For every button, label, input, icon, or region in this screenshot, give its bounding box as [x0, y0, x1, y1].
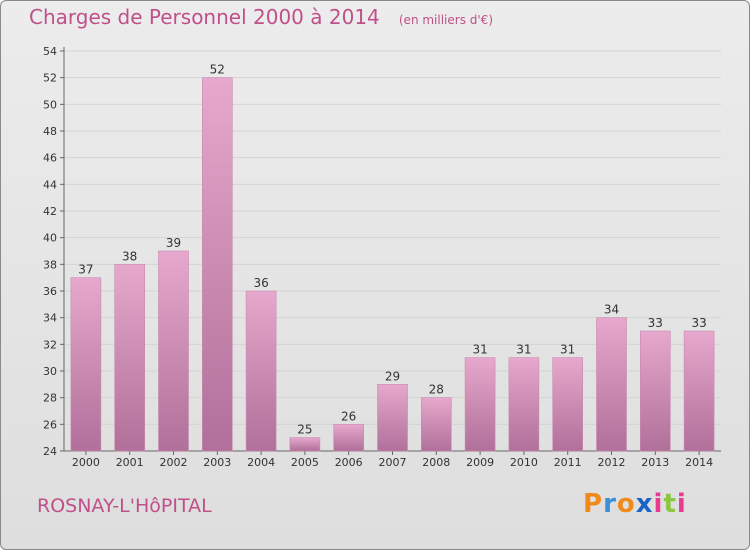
x-tick-label: 2000: [72, 456, 100, 469]
data-labels: 37 38 39 52 36 25 26 29 28 31 31 31 34 33 33: [78, 63, 706, 437]
y-tick-label: 26: [43, 418, 57, 431]
chart-subtitle: (en milliers d'€): [398, 13, 493, 27]
x-tick-label: 2003: [203, 456, 231, 469]
bar-2012: [596, 317, 627, 452]
brand-letter: x: [635, 489, 654, 519]
y-tick-label: 38: [43, 258, 57, 271]
y-tick-label: 44: [43, 178, 57, 191]
data-label: 31: [560, 343, 575, 357]
bar-2009: [464, 357, 496, 452]
y-tick-label: 48: [43, 125, 57, 138]
y-tick-label: 52: [43, 72, 57, 85]
x-tick-label: 2008: [422, 456, 450, 469]
chart-title: Charges de Personnel 2000 à 2014: [29, 5, 380, 29]
bar-2006: [333, 424, 365, 452]
bar-2007: [377, 384, 408, 452]
y-tick-label: 34: [43, 312, 57, 325]
bar-2003: [202, 77, 233, 452]
brand-letter: o: [616, 489, 636, 519]
y-tick-label: 36: [43, 285, 57, 298]
y-tick-label: 42: [43, 205, 57, 218]
brand-letter: P: [583, 489, 604, 519]
bar-2000: [70, 277, 102, 452]
x-tick-label: 2011: [554, 456, 582, 469]
x-tick-label: 2013: [641, 456, 669, 469]
bar-2001: [114, 264, 145, 452]
y-tick-label: 24: [43, 445, 57, 458]
data-label: 34: [604, 303, 619, 317]
brand-letter: t: [663, 489, 677, 519]
x-tick-label: 2002: [160, 456, 188, 469]
x-tick-label: 2005: [291, 456, 319, 469]
x-tick-label: 2010: [510, 456, 538, 469]
brand-letter: r: [603, 489, 617, 519]
x-tick-label: 2014: [685, 456, 713, 469]
data-label: 52: [210, 63, 225, 77]
bar-2014: [683, 330, 715, 452]
bar-2004: [245, 290, 277, 452]
data-label: 25: [297, 423, 312, 437]
title-row: Charges de Personnel 2000 à 2014 (en mil…: [29, 5, 493, 29]
data-label: 28: [429, 383, 444, 397]
data-label: 31: [472, 343, 487, 357]
brand-letter: i: [676, 489, 687, 519]
bars: [70, 77, 715, 452]
data-label: 33: [691, 316, 706, 330]
x-tick-label: 2006: [335, 456, 363, 469]
y-tick-label: 46: [43, 152, 57, 165]
brand-logo[interactable]: Proxiti: [583, 489, 687, 519]
x-tick-label: 2009: [466, 456, 494, 469]
town-name: ROSNAY-L'HôPITAL: [37, 495, 212, 517]
y-tick-label: 28: [43, 392, 57, 405]
x-tick-label: 2007: [379, 456, 407, 469]
data-label: 36: [253, 276, 268, 290]
data-label: 29: [385, 369, 400, 383]
data-label: 39: [166, 236, 181, 250]
bar-2013: [639, 330, 671, 452]
y-tick-label: 40: [43, 232, 57, 245]
bar-2005: [289, 437, 321, 452]
x-tick-label: 2004: [247, 456, 275, 469]
y-tick-label: 30: [43, 365, 57, 378]
data-label: 37: [78, 263, 93, 277]
data-label: 31: [516, 343, 531, 357]
x-tick-label: 2012: [598, 456, 626, 469]
y-tick-label: 54: [43, 45, 57, 58]
x-tick-label: 2001: [116, 456, 144, 469]
bar-2002: [158, 250, 189, 452]
data-label: 26: [341, 409, 356, 423]
brand-letter: i: [653, 489, 664, 519]
data-label: 33: [648, 316, 663, 330]
bar-2008: [420, 397, 452, 452]
bar-2011: [552, 357, 584, 452]
y-tick-label: 32: [43, 338, 57, 351]
data-label: 38: [122, 249, 137, 263]
bar-2010: [508, 357, 540, 452]
y-tick-label: 50: [43, 98, 57, 111]
